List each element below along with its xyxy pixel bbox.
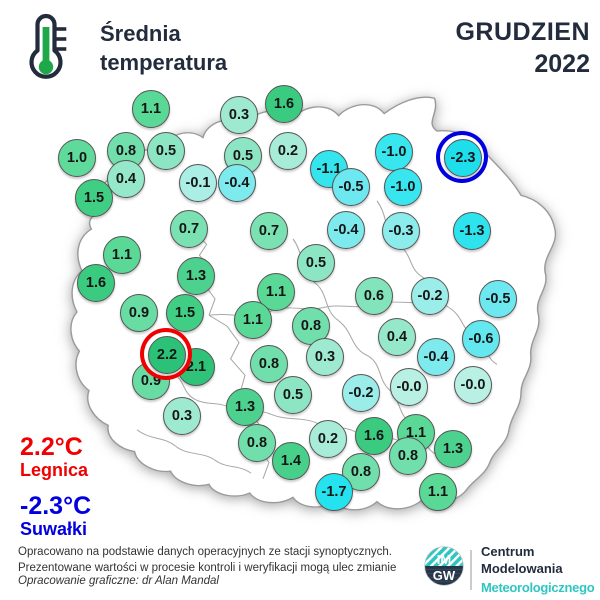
svg-text:IM: IM (437, 552, 451, 567)
svg-text:GW: GW (433, 568, 456, 583)
